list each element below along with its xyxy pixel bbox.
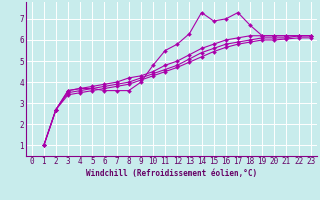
X-axis label: Windchill (Refroidissement éolien,°C): Windchill (Refroidissement éolien,°C) (86, 169, 257, 178)
